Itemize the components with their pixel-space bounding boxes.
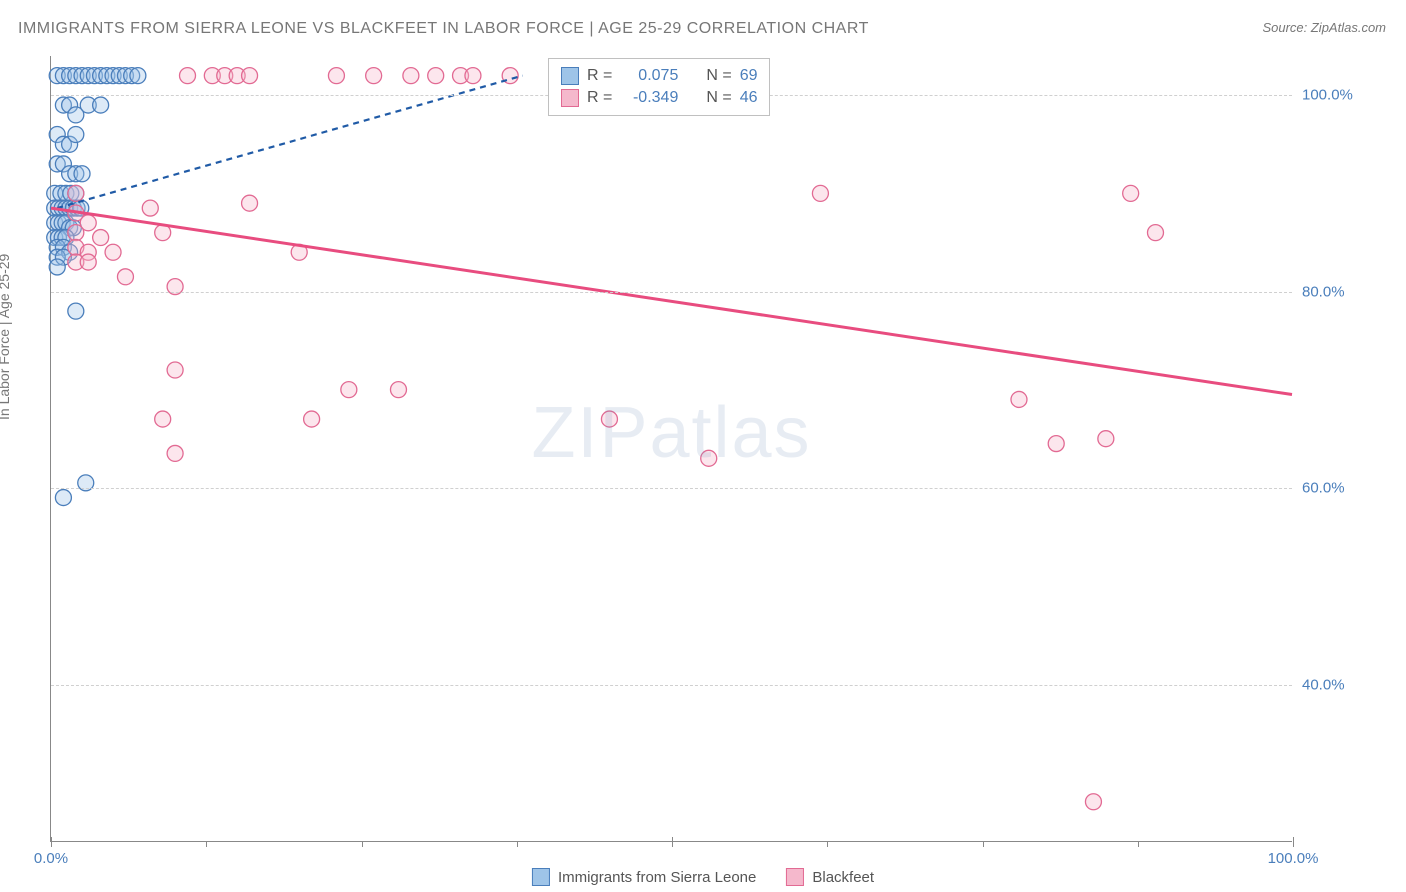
y-tick-label: 80.0% <box>1302 283 1382 300</box>
data-point <box>304 411 320 427</box>
data-point <box>812 185 828 201</box>
data-point <box>403 68 419 84</box>
legend-swatch <box>532 868 550 886</box>
x-minor-tick <box>362 841 363 847</box>
r-value: -0.349 <box>620 89 678 107</box>
data-point <box>242 195 258 211</box>
data-point <box>93 97 109 113</box>
data-point <box>1011 391 1027 407</box>
data-point <box>465 68 481 84</box>
data-point <box>130 68 146 84</box>
source-label: Source: ZipAtlas.com <box>1262 20 1386 35</box>
data-point <box>117 269 133 285</box>
data-point <box>1098 431 1114 447</box>
x-minor-tick <box>517 841 518 847</box>
x-minor-tick <box>983 841 984 847</box>
x-tick-label: 100.0% <box>1268 850 1319 867</box>
data-point <box>167 362 183 378</box>
x-minor-tick <box>1138 841 1139 847</box>
x-tick-mark <box>51 837 52 847</box>
data-point <box>1147 225 1163 241</box>
y-tick-label: 60.0% <box>1302 480 1382 497</box>
gridline <box>51 292 1292 293</box>
n-label: N = <box>706 67 731 85</box>
plot-svg <box>51 56 1292 841</box>
data-point <box>1048 436 1064 452</box>
series-legend-label: Immigrants from Sierra Leone <box>558 869 756 886</box>
data-point <box>74 166 90 182</box>
data-point <box>68 127 84 143</box>
data-point <box>105 244 121 260</box>
gridline <box>51 685 1292 686</box>
stats-legend: R = 0.075 N = 69 R = -0.349 N = 46 <box>548 58 770 116</box>
x-tick-mark <box>1293 837 1294 847</box>
data-point <box>55 490 71 506</box>
data-point <box>601 411 617 427</box>
series-legend: Immigrants from Sierra Leone Blackfeet <box>532 868 874 886</box>
data-point <box>49 259 65 275</box>
r-label: R = <box>587 67 612 85</box>
trend-line <box>51 208 1292 394</box>
data-point <box>1123 185 1139 201</box>
data-point <box>366 68 382 84</box>
data-point <box>180 68 196 84</box>
series-legend-label: Blackfeet <box>812 869 874 886</box>
data-point <box>1085 794 1101 810</box>
data-point <box>155 411 171 427</box>
stats-legend-row: R = 0.075 N = 69 <box>561 65 757 87</box>
data-point <box>242 68 258 84</box>
stats-legend-row: R = -0.349 N = 46 <box>561 87 757 109</box>
y-axis-label: In Labor Force | Age 25-29 <box>0 254 12 420</box>
y-tick-label: 40.0% <box>1302 676 1382 693</box>
chart-title: IMMIGRANTS FROM SIERRA LEONE VS BLACKFEE… <box>18 20 869 38</box>
data-point <box>80 254 96 270</box>
data-point <box>341 382 357 398</box>
x-tick-mark <box>672 837 673 847</box>
n-value: 69 <box>740 67 758 85</box>
legend-swatch <box>561 89 579 107</box>
chart-container: IMMIGRANTS FROM SIERRA LEONE VS BLACKFEE… <box>0 0 1406 892</box>
n-label: N = <box>706 89 731 107</box>
data-point <box>142 200 158 216</box>
data-point <box>701 450 717 466</box>
series-legend-item: Immigrants from Sierra Leone <box>532 868 756 886</box>
legend-swatch <box>786 868 804 886</box>
data-point <box>68 185 84 201</box>
x-tick-label: 0.0% <box>34 850 68 867</box>
x-minor-tick <box>206 841 207 847</box>
data-point <box>68 225 84 241</box>
series-legend-item: Blackfeet <box>786 868 874 886</box>
x-minor-tick <box>827 841 828 847</box>
r-value: 0.075 <box>620 67 678 85</box>
r-label: R = <box>587 89 612 107</box>
data-point <box>93 230 109 246</box>
data-point <box>428 68 444 84</box>
plot-area: ZIPatlas 40.0%60.0%80.0%100.0%0.0%100.0% <box>50 56 1292 842</box>
y-tick-label: 100.0% <box>1302 87 1382 104</box>
n-value: 46 <box>740 89 758 107</box>
data-point <box>328 68 344 84</box>
data-point <box>167 445 183 461</box>
data-point <box>390 382 406 398</box>
data-point <box>68 303 84 319</box>
legend-swatch <box>561 67 579 85</box>
gridline <box>51 488 1292 489</box>
